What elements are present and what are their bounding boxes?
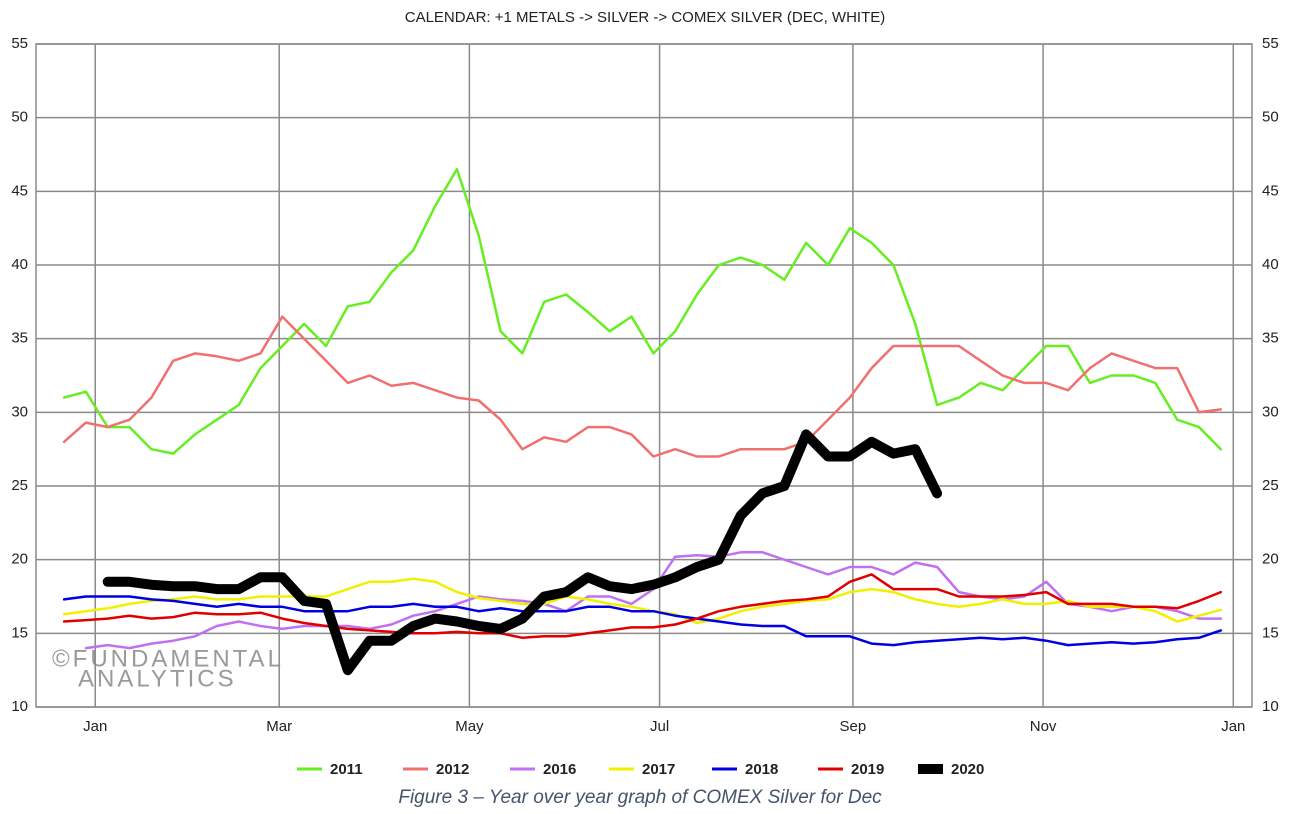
series-line xyxy=(102,429,943,676)
legend-item: 2011 xyxy=(297,761,363,778)
x-tick-label: Sep xyxy=(840,718,867,735)
y2-tick-label: 10 xyxy=(1262,698,1279,715)
y2-tick-label: 15 xyxy=(1262,624,1279,641)
legend-label: 2012 xyxy=(436,761,469,778)
y2-tick-label: 20 xyxy=(1262,551,1279,568)
y2-tick-label: 35 xyxy=(1262,330,1279,347)
y2-tick-label: 30 xyxy=(1262,403,1279,420)
y2-tick-label: 25 xyxy=(1262,477,1279,494)
y-tick-label: 45 xyxy=(11,182,28,199)
y-tick-label: 15 xyxy=(11,624,28,641)
y2-tick-label: 45 xyxy=(1262,182,1279,199)
series-line xyxy=(62,573,1223,640)
watermark: ANALYTICS xyxy=(78,665,237,692)
x-tick-label: Jul xyxy=(650,718,669,735)
x-tick-label: Mar xyxy=(266,718,292,735)
y-tick-label: 55 xyxy=(11,35,28,52)
x-tick-label: Jan xyxy=(83,718,107,735)
y-tick-label: 50 xyxy=(11,109,28,126)
legend-item: 2012 xyxy=(403,761,469,778)
series-line xyxy=(62,595,1223,647)
y2-tick-label: 55 xyxy=(1262,35,1279,52)
series-line xyxy=(62,167,1223,455)
series-line xyxy=(62,315,1223,458)
y2-tick-label: 50 xyxy=(1262,109,1279,126)
legend-label: 2016 xyxy=(543,761,576,778)
legend-item: 2016 xyxy=(510,761,576,778)
legend-label: 2020 xyxy=(951,761,984,778)
y-tick-label: 35 xyxy=(11,330,28,347)
x-tick-label: Jan xyxy=(1221,718,1245,735)
legend-label: 2011 xyxy=(330,761,363,778)
caption: Figure 3 – Year over year graph of COMEX… xyxy=(398,787,882,808)
watermark: ©FUNDAMENTAL xyxy=(52,645,284,672)
legend-item: 2018 xyxy=(712,761,778,778)
legend-label: 2019 xyxy=(851,761,884,778)
y2-tick-label: 40 xyxy=(1262,256,1279,273)
legend-item: 2017 xyxy=(609,761,675,778)
y-tick-label: 40 xyxy=(11,256,28,273)
x-tick-label: Nov xyxy=(1030,718,1057,735)
legend-label: 2018 xyxy=(745,761,778,778)
y-tick-label: 20 xyxy=(11,551,28,568)
y-tick-label: 10 xyxy=(11,698,28,715)
x-tick-label: May xyxy=(455,718,484,735)
legend-item: 2019 xyxy=(818,761,884,778)
y-tick-label: 25 xyxy=(11,477,28,494)
legend-label: 2017 xyxy=(642,761,675,778)
series-line xyxy=(62,577,1223,625)
y-tick-label: 30 xyxy=(11,403,28,420)
chart-title: CALENDAR: +1 METALS -> SILVER -> COMEX S… xyxy=(405,9,886,26)
legend-item: 2020 xyxy=(918,761,984,778)
